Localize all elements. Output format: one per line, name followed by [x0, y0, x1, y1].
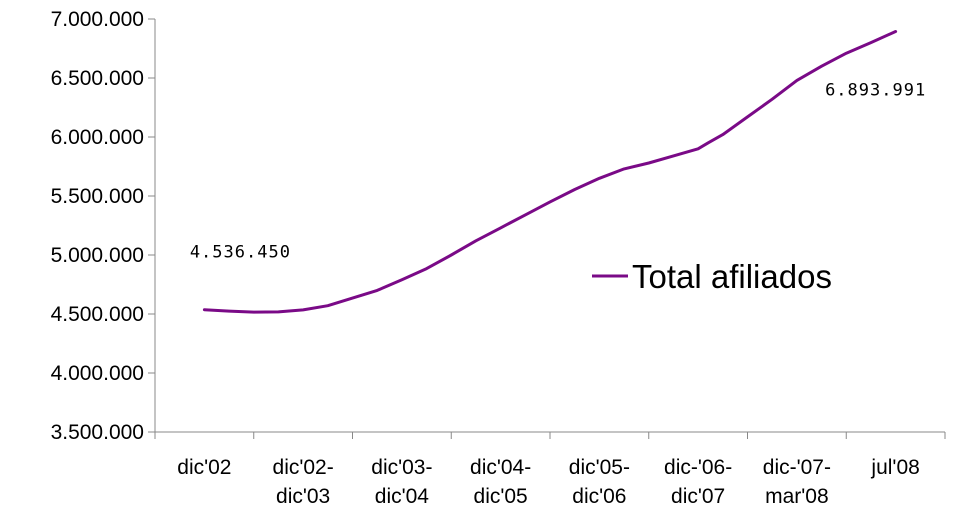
series-line-total-afiliados [202, 30, 898, 314]
x-tick-label: dic'04- [470, 456, 531, 479]
series-layer [202, 30, 898, 314]
x-tick-label: dic'07 [671, 485, 725, 508]
x-tick-label: dic'04 [375, 485, 430, 508]
y-tick-label: 4.000.000 [51, 362, 144, 385]
legend: Total afiliados [592, 258, 832, 295]
x-tick-label: dic'05- [569, 456, 630, 479]
x-tick-label: dic-'07- [763, 456, 831, 479]
y-tick-label: 6.500.000 [51, 67, 144, 90]
x-tick-label: dic'03- [371, 456, 432, 479]
y-tick-label: 3.500.000 [51, 421, 144, 444]
y-tick-label: 5.500.000 [51, 185, 144, 208]
x-axis: dic'02 dic'02- dic'03 dic'03- dic'04 dic'04- d… [154, 431, 946, 508]
x-tick-label: dic'06 [572, 485, 626, 508]
y-tick-label: 7.000.000 [51, 8, 144, 31]
x-tick-label: dic'05 [474, 485, 528, 508]
x-tick-label: mar'08 [765, 485, 829, 508]
y-tick-label: 5.000.000 [51, 244, 144, 267]
y-tick-label: 4.500.000 [51, 303, 144, 326]
data-label: 4.536.450 [190, 243, 291, 263]
x-tick-label: dic'02 [177, 456, 231, 479]
x-tick-label: dic-'06- [664, 456, 732, 479]
x-tick-label: dic'03 [276, 485, 330, 508]
y-axis: 3.500.000 4.000.000 4.500.000 5.000.000 5.50… [51, 8, 156, 444]
data-label: 6.893.991 [825, 81, 926, 101]
x-tick-label: dic'02- [273, 456, 334, 479]
legend-label: Total afiliados [632, 258, 832, 295]
x-tick-label: jul'08 [870, 456, 919, 479]
data-labels: 4.536.450 6.893.991 [190, 81, 926, 263]
y-tick-label: 6.000.000 [51, 126, 144, 149]
